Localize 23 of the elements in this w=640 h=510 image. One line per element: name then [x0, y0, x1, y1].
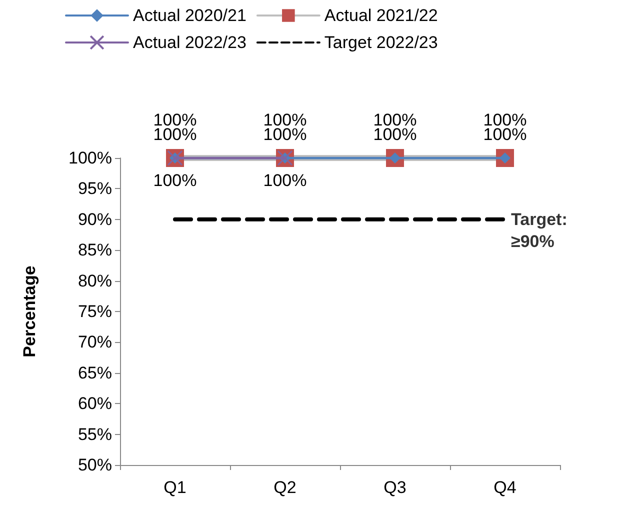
x-tick-label: Q2 — [274, 478, 296, 497]
y-tick-label: 70% — [78, 332, 112, 352]
legend-label: Actual 2021/22 — [324, 6, 438, 25]
y-tick-label: 80% — [78, 271, 112, 290]
y-axis-title: Percentage — [20, 266, 39, 358]
y-tick-label: 85% — [78, 240, 112, 260]
y-tick-label: 50% — [78, 456, 112, 474]
y-tick-label: 65% — [78, 363, 112, 382]
legend-label: Target 2022/23 — [324, 33, 438, 52]
y-tick-label: 90% — [78, 210, 112, 229]
x-tick-label: Q4 — [494, 478, 516, 497]
legend-label: Actual 2020/21 — [133, 6, 246, 25]
data-label: 100% — [263, 170, 307, 190]
legend-label: Actual 2022/23 — [133, 33, 246, 52]
y-tick-label: 60% — [78, 394, 112, 414]
annotation: Target: ≥90% — [511, 210, 568, 251]
y-tick-label: 55% — [78, 424, 112, 444]
y-tick-label: 95% — [78, 179, 112, 198]
y-tick-label: 75% — [78, 302, 112, 321]
y-tick-label: 100% — [68, 148, 112, 168]
x-tick-label: Q1 — [164, 478, 186, 497]
x-tick-label: Q3 — [384, 478, 406, 497]
data-label: 100% — [153, 170, 197, 190]
